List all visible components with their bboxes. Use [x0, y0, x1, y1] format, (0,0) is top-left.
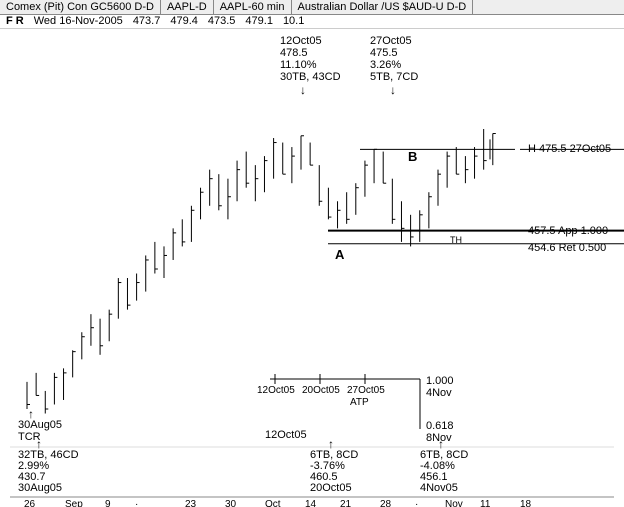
chart-label: 30Aug05: [18, 482, 62, 494]
info-close: 479.1: [245, 15, 273, 28]
chart-label: 457.5 App 1.000: [528, 225, 608, 237]
chart-label: 21: [340, 499, 351, 507]
info-date: Wed 16-Nov-2005: [34, 15, 123, 28]
chart-label: 478.5: [280, 47, 308, 59]
chart-label: 14: [305, 499, 316, 507]
chart-label: 23: [185, 499, 196, 507]
chart-label: 1.000: [426, 375, 454, 387]
chart-label: 20Oct05: [310, 482, 352, 494]
tab[interactable]: AAPL-D: [161, 0, 214, 14]
chart-label: 0.618: [426, 420, 454, 432]
chart-label: 28: [380, 499, 391, 507]
fr-label: F R: [6, 15, 24, 28]
chart-label: 18: [520, 499, 531, 507]
tab[interactable]: Comex (Pit) Con GC5600 D-D: [0, 0, 161, 14]
chart-label: 27Oct05: [347, 385, 385, 396]
chart-label: H 475.5 27Oct05: [528, 143, 611, 155]
chart-label: 5TB, 7CD: [370, 71, 418, 83]
chart-label: 454.6 Ret 0.500: [528, 242, 606, 254]
chart-label: Nov: [445, 499, 463, 507]
chart-label: Sep: [65, 499, 83, 507]
chart-label: ATP: [350, 397, 369, 408]
chart-label: 475.5: [370, 47, 398, 59]
tab[interactable]: AAPL-60 min: [214, 0, 292, 14]
chart-label: 9: [105, 499, 111, 507]
chart-label: 4Nov: [426, 387, 452, 399]
chart-label: 30: [225, 499, 236, 507]
info-low: 473.5: [208, 15, 236, 28]
chart-area[interactable]: 12Oct05478.511.10%30TB, 43CD↓27Oct05475.…: [0, 29, 624, 507]
info-bar: F R Wed 16-Nov-2005 473.7 479.4 473.5 47…: [0, 15, 624, 29]
chart-label: 11.10%: [280, 59, 317, 71]
tab[interactable]: Australian Dollar /US $AUD-U D-D: [292, 0, 474, 14]
chart-label: Oct: [265, 499, 281, 507]
chart-label: 11: [480, 499, 490, 507]
chart-label: ·: [135, 499, 138, 507]
chart-label: 12Oct05: [280, 35, 322, 47]
chart-label: 12Oct05: [257, 385, 295, 396]
chart-label: 30TB, 43CD: [280, 71, 341, 83]
chart-label: 20Oct05: [302, 385, 340, 396]
info-change: 10.1: [283, 15, 304, 28]
tab-bar: Comex (Pit) Con GC5600 D-DAAPL-DAAPL-60 …: [0, 0, 624, 15]
chart-label: A: [335, 247, 344, 262]
chart-svg: [0, 29, 624, 507]
chart-label: TH: [450, 235, 462, 245]
chart-label: B: [408, 149, 417, 164]
chart-label: 26: [24, 499, 35, 507]
chart-label: ↓: [390, 83, 396, 97]
chart-label: 3.26%: [370, 59, 401, 71]
chart-label: 30Aug05: [18, 419, 62, 431]
chart-label: 4Nov05: [420, 482, 458, 494]
chart-label: 12Oct05: [265, 429, 307, 441]
info-open: 473.7: [133, 15, 161, 28]
chart-label: ·: [415, 499, 418, 507]
info-high: 479.4: [170, 15, 198, 28]
chart-label: 27Oct05: [370, 35, 412, 47]
chart-label: ↓: [300, 83, 306, 97]
